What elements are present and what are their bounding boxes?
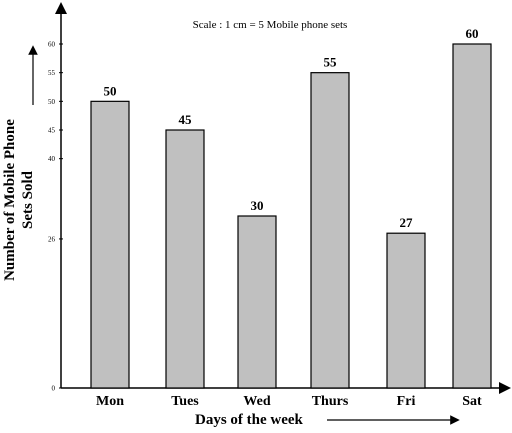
bar-sat (452, 43, 492, 389)
y-tick-label: 55 (48, 69, 56, 77)
y-tick-label: 50 (48, 98, 56, 106)
chart-title: Scale : 1 cm = 5 Mobile phone sets (193, 19, 348, 31)
value-label-wed: 30 (251, 198, 264, 213)
bar-tues (165, 129, 205, 389)
category-labels: Mon Tues Wed Thurs Fri Sat (96, 394, 482, 409)
bar-thurs (310, 72, 350, 389)
category-label-sat: Sat (462, 394, 482, 409)
value-label-thurs: 55 (324, 55, 338, 70)
y-tick-label: 26 (48, 235, 56, 243)
bar-mon (90, 100, 130, 389)
value-label-mon: 50 (104, 83, 117, 98)
y-ticks: 0 26 40 45 50 55 60 (48, 41, 63, 393)
y-tick-label: 40 (48, 155, 56, 163)
category-label-fri: Fri (397, 394, 416, 409)
y-tick-label: 60 (48, 41, 56, 49)
category-label-thurs: Thurs (312, 394, 349, 409)
bars (90, 43, 492, 389)
category-label-tues: Tues (171, 394, 199, 409)
category-label-mon: Mon (96, 394, 124, 409)
bar-wed (237, 215, 277, 389)
value-labels: 50 45 30 55 27 60 (104, 26, 479, 230)
bar-fri (386, 232, 426, 389)
category-label-wed: Wed (243, 394, 270, 409)
value-label-tues: 45 (179, 112, 193, 127)
y-axis-label-line1: Number of Mobile Phone (2, 119, 18, 281)
y-axis-label-line2: Sets Sold (20, 170, 36, 229)
y-tick-label: 45 (48, 127, 56, 135)
value-label-sat: 60 (466, 26, 479, 41)
y-tick-label: 0 (52, 385, 56, 393)
value-label-fri: 27 (400, 215, 414, 230)
y-axis-label: Number of Mobile Phone Sets Sold (2, 119, 36, 281)
x-axis-label: Days of the week (195, 412, 304, 428)
